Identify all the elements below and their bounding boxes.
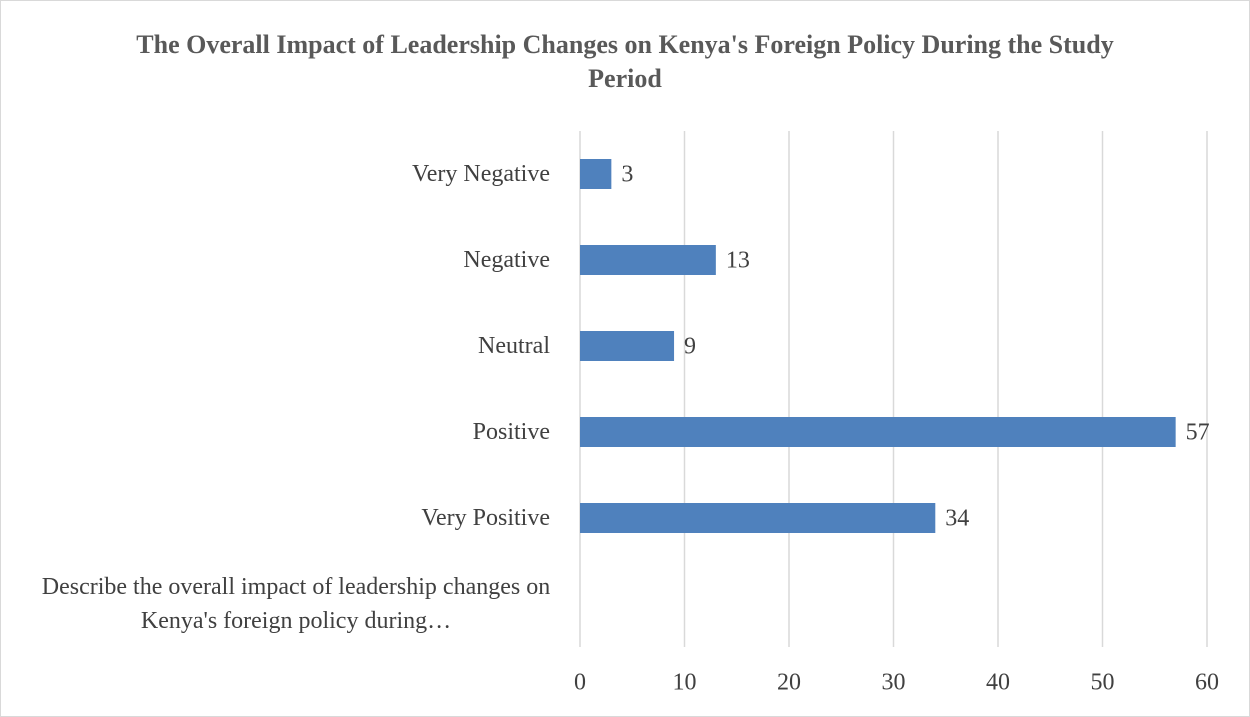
bar (580, 331, 675, 361)
chart-title: The Overall Impact of Leadership Changes… (136, 30, 1114, 93)
data-label: 13 (726, 248, 750, 274)
bar (580, 417, 1176, 447)
bar (580, 245, 716, 275)
x-tick-label: 10 (673, 670, 697, 696)
x-tick-label: 50 (1091, 670, 1115, 696)
y-tick-label: Very Negative (412, 161, 550, 187)
y-tick-label: Positive (472, 419, 550, 445)
x-tick-label: 30 (882, 670, 906, 696)
y-tick-label: Negative (463, 247, 550, 273)
data-label: 57 (1186, 420, 1210, 446)
y-tick-label: Neutral (478, 333, 550, 359)
x-tick-label: 0 (574, 670, 586, 696)
bar (580, 503, 936, 533)
bar (580, 159, 612, 189)
y-tick-label: Very Positive (421, 505, 550, 531)
data-label: 9 (684, 334, 696, 360)
y-tick-label: Describe the overall impact of leadershi… (41, 574, 551, 634)
x-tick-label: 20 (777, 670, 801, 696)
data-label: 34 (945, 506, 969, 532)
x-tick-label: 60 (1195, 670, 1219, 696)
data-label: 3 (621, 162, 633, 188)
x-tick-label: 40 (986, 670, 1010, 696)
